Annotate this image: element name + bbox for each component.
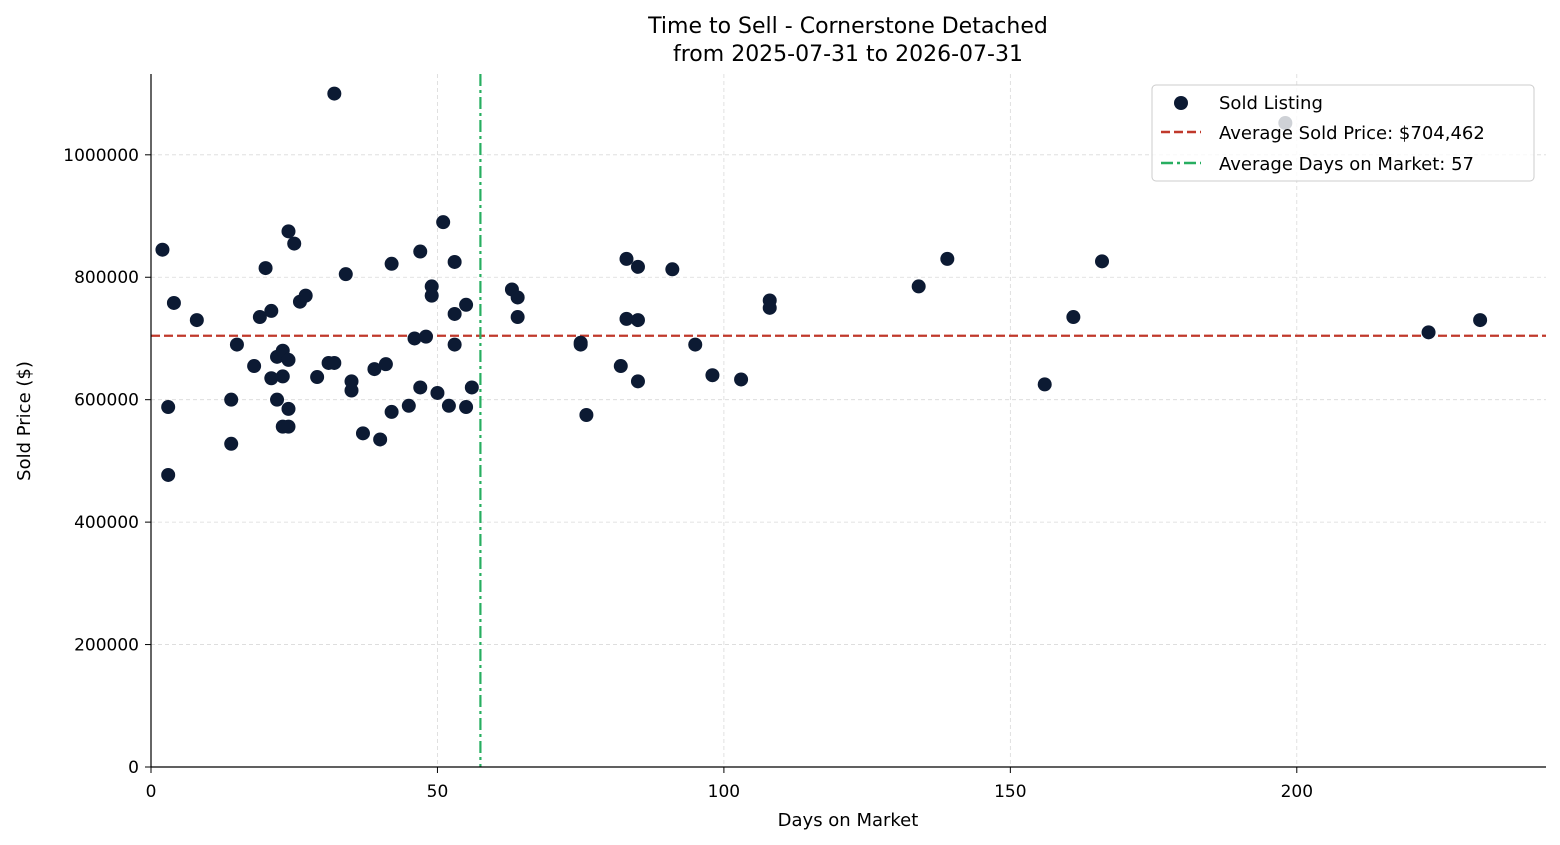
data-point — [252, 310, 267, 325]
reference-lines-layer — [151, 74, 1546, 767]
data-point — [327, 86, 342, 101]
legend-box — [1151, 84, 1535, 182]
x-tick-label: 100 — [708, 782, 740, 802]
chart-title-line1: Time to Sell - Cornerstone Detached — [647, 14, 1048, 39]
chart-title-line2: from 2025-07-31 to 2026-07-31 — [673, 42, 1023, 67]
data-point — [734, 372, 749, 387]
data-point — [1421, 325, 1436, 340]
data-point — [327, 355, 342, 370]
data-point — [281, 419, 296, 434]
legend-label-avg-days: Average Days on Market: 57 — [1219, 154, 1474, 175]
data-point — [373, 432, 388, 447]
data-point — [688, 337, 703, 352]
data-point — [441, 398, 456, 413]
y-tick-label: 1000000 — [63, 146, 139, 166]
legend-marker-sold-listing — [1174, 96, 1188, 110]
data-point — [310, 370, 325, 385]
data-point — [1037, 377, 1052, 392]
data-point — [424, 288, 439, 303]
data-point — [275, 369, 290, 384]
y-tick-label: 600000 — [74, 391, 139, 411]
data-point — [287, 236, 302, 251]
y-tick-label: 800000 — [74, 268, 139, 288]
data-point — [270, 392, 285, 407]
data-point — [355, 426, 370, 441]
data-point — [510, 290, 525, 305]
data-point — [579, 407, 594, 422]
data-point — [430, 385, 445, 400]
data-point — [155, 242, 170, 257]
data-point — [940, 251, 955, 266]
data-point — [401, 398, 416, 413]
data-point — [161, 467, 176, 482]
legend-label-avg-price: Average Sold Price: $704,462 — [1219, 123, 1485, 144]
data-point — [264, 371, 279, 386]
data-point — [281, 401, 296, 416]
tick-labels-layer: 0 50 100 150 200 0 200000 400000 600000 800000 100… — [63, 146, 1313, 802]
data-point — [418, 329, 433, 344]
data-point — [630, 259, 645, 274]
data-point — [762, 300, 777, 315]
data-point — [247, 359, 262, 374]
data-point — [264, 303, 279, 318]
data-point — [1473, 313, 1488, 328]
x-tick-label: 150 — [994, 782, 1026, 802]
y-tick-label: 400000 — [74, 513, 139, 533]
data-point — [573, 337, 588, 352]
data-point — [665, 262, 680, 277]
data-point — [378, 357, 393, 372]
data-point — [464, 380, 479, 395]
data-point — [224, 436, 239, 451]
data-point — [413, 244, 428, 259]
x-tick-label: 0 — [146, 782, 157, 802]
data-point — [367, 362, 382, 377]
data-point — [281, 352, 296, 367]
data-point — [1066, 310, 1081, 325]
data-point — [630, 313, 645, 328]
data-point — [407, 331, 422, 346]
data-point — [298, 288, 313, 303]
data-point — [166, 295, 181, 310]
legend: Sold Listing Average Sold Price: $704,46… — [1151, 84, 1535, 182]
data-point — [229, 337, 244, 352]
data-point — [447, 254, 462, 269]
data-point — [344, 383, 359, 398]
data-point — [630, 374, 645, 389]
x-tick-label: 50 — [427, 782, 449, 802]
data-point — [161, 400, 176, 415]
y-tick-label: 0 — [128, 758, 139, 778]
x-tick-label: 200 — [1281, 782, 1313, 802]
axis-layer — [145, 74, 1546, 773]
grid-layer — [151, 74, 1546, 767]
data-point — [384, 404, 399, 419]
data-point — [459, 400, 474, 415]
data-point — [705, 368, 720, 383]
y-tick-label: 200000 — [74, 636, 139, 656]
data-point — [413, 380, 428, 395]
data-point — [613, 359, 628, 374]
data-point — [619, 251, 634, 266]
data-point — [384, 256, 399, 271]
data-point — [619, 311, 634, 326]
data-point — [258, 261, 273, 276]
data-point — [447, 306, 462, 321]
data-point — [224, 392, 239, 407]
x-axis-label: Days on Market — [778, 810, 919, 831]
data-point — [436, 215, 451, 230]
data-point — [338, 267, 353, 282]
y-axis-label: Sold Price ($) — [14, 361, 35, 481]
data-point — [510, 310, 525, 325]
data-point — [911, 279, 926, 294]
data-point — [281, 224, 296, 239]
data-point — [447, 337, 462, 352]
data-point — [1095, 254, 1110, 269]
legend-label-sold-listing: Sold Listing — [1219, 93, 1323, 114]
data-point — [189, 313, 204, 328]
data-point — [459, 297, 474, 312]
